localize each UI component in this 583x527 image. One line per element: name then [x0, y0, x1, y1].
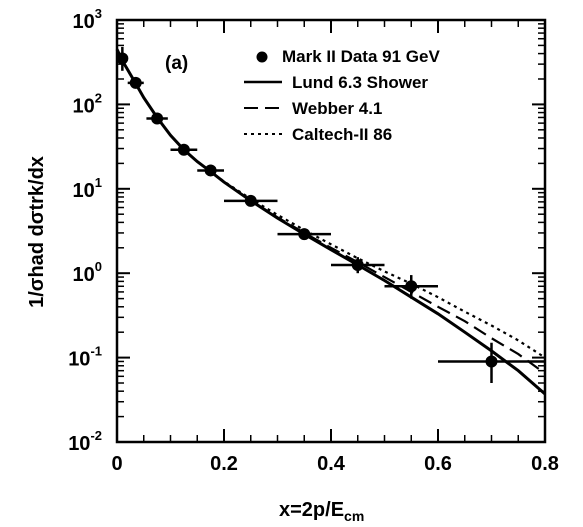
legend-label: Webber 4.1 [292, 99, 382, 118]
x-tick-label: 0.4 [317, 453, 346, 475]
y-tick-base: 10 [73, 11, 95, 33]
y-tick-exponent: 3 [95, 6, 102, 21]
data-marker [351, 259, 364, 272]
data-point [224, 194, 278, 207]
y-axis-label: 1/σhad dσtrk/dx [26, 156, 48, 308]
y-tick-label: 100 [73, 259, 102, 286]
data-point [146, 112, 168, 125]
data-marker [151, 112, 164, 125]
data-marker [204, 164, 217, 177]
data-point [331, 257, 385, 274]
data-point [438, 342, 545, 384]
legend-entry: Lund 6.3 Shower [244, 73, 428, 92]
y-tick-label: 102 [73, 90, 102, 117]
x-axis-label: x=2p/Ecm [279, 499, 364, 524]
y-tick-exponent: -2 [90, 428, 102, 443]
series-line-dashed [116, 48, 546, 375]
axis-ticks [116, 19, 546, 443]
legend-entry: Caltech-II 86 [244, 125, 392, 144]
y-tick-base: 10 [73, 95, 95, 117]
series-line-dotted [116, 48, 546, 359]
legend-label: Mark II Data 91 GeV [282, 47, 440, 66]
y-tick-label: 101 [73, 175, 102, 202]
svg-text:1/σhad dσtrk/dx: 1/σhad dσtrk/dx [26, 156, 48, 308]
x-tick-label: 0.8 [531, 453, 559, 475]
data-point [197, 164, 224, 177]
data-point [127, 76, 144, 89]
data-point [384, 275, 438, 299]
panel-label: (a) [165, 53, 188, 74]
y-tick-base: 10 [73, 180, 95, 202]
y-tick-base: 10 [68, 433, 90, 455]
y-tick-label: 10-2 [68, 428, 102, 455]
data-point [277, 228, 331, 241]
data-marker [298, 228, 311, 241]
x-tick-label: 0.2 [210, 453, 238, 475]
data-marker [177, 143, 190, 156]
model-curves [115, 48, 546, 396]
data-marker [405, 280, 418, 293]
data-marker [244, 194, 257, 207]
x-tick-label: 0.6 [424, 453, 452, 475]
legend-entry: Mark II Data 91 GeV [256, 47, 440, 66]
y-tick-base: 10 [68, 349, 90, 371]
y-tick-label: 10-1 [68, 344, 102, 371]
data-marker [129, 76, 142, 89]
legend-label: Caltech-II 86 [292, 125, 392, 144]
y-tick-base: 10 [73, 264, 95, 286]
y-tick-exponent: -1 [90, 344, 102, 359]
y-tick-exponent: 2 [95, 90, 102, 105]
y-tick-exponent: 1 [95, 175, 102, 190]
x-axis-label-subscript: cm [344, 508, 364, 524]
y-tick-exponent: 0 [95, 259, 102, 274]
data-marker [116, 52, 129, 65]
data-marker [485, 355, 498, 368]
data-point [170, 143, 198, 156]
x-tick-label: 0 [111, 453, 122, 475]
legend: Mark II Data 91 GeV Lund 6.3 Shower Webber… [244, 47, 440, 144]
data-point [116, 46, 129, 71]
legend-label: Lund 6.3 Shower [292, 73, 428, 92]
legend-marker [256, 51, 268, 63]
legend-entry: Webber 4.1 [244, 99, 382, 118]
x-tick-labels: 0 0.2 0.4 0.6 0.8 [111, 453, 558, 475]
data-points [116, 46, 545, 384]
y-tick-label: 103 [73, 6, 102, 33]
